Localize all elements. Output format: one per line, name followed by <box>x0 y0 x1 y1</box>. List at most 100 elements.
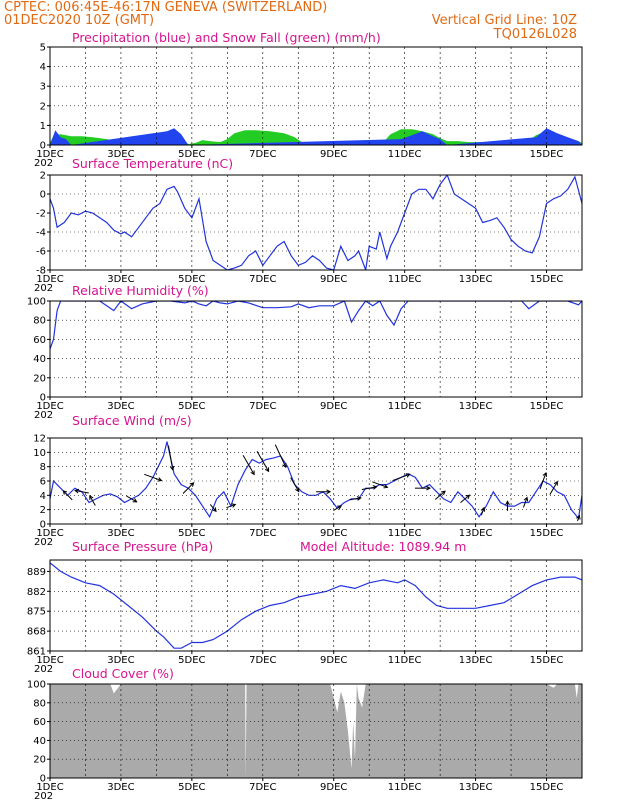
temp-xtick-label: 5DEC <box>178 274 205 285</box>
rh-xtick-label: 13DEC <box>459 401 493 412</box>
cloud-xtick-label: 7DEC <box>249 782 276 793</box>
pressure-year-stub: 202 <box>34 664 53 675</box>
wind-xtick-label: 7DEC <box>249 528 276 539</box>
wind-panel: Surface Wind (m/s) 0 2 4 6 8 10 12 1DEC 3DEC 5DEC 7… <box>33 413 583 548</box>
wind-arrow <box>144 473 162 482</box>
wind-arrow-head <box>74 488 80 494</box>
wind-xtick-label: 13DEC <box>459 528 493 539</box>
pressure-ytick-label: 875 <box>27 607 46 618</box>
temp-xtick-label: 9DEC <box>320 274 347 285</box>
cloud-ytick-label: 40 <box>33 736 46 747</box>
precip-panel: Precipitation (blue) and Snow Fall (gree… <box>34 30 583 169</box>
wind-arrow-head <box>62 490 68 495</box>
pressure-ytick-label: 889 <box>27 567 46 578</box>
pressure-title: Surface Pressure (hPa) <box>72 539 213 554</box>
wind-arrow <box>290 477 300 492</box>
location-header: CPTEC: 006:45E-46:17N GENEVA (SWITZERLAN… <box>4 0 327 15</box>
pressure-data <box>50 562 582 649</box>
cloud-ytick-label: 80 <box>33 698 46 709</box>
precip-ytick-label: 2 <box>40 101 46 112</box>
temp-ytick-label: -8 <box>36 266 46 277</box>
precip-xtick-label: 7DEC <box>249 149 276 160</box>
rh-xtick-label: 9DEC <box>320 401 347 412</box>
wind-ytick-label: 10 <box>33 448 46 459</box>
precip-ytick-label: 0 <box>40 141 46 152</box>
pressure-xtick-label: 7DEC <box>249 655 276 666</box>
wind-arrow <box>522 497 528 508</box>
wind-ytick-label: 2 <box>40 505 46 516</box>
cloud-year-stub: 202 <box>34 791 53 800</box>
temp-xtick-label: 11DEC <box>388 274 422 285</box>
cloud-xtick-label: 15DEC <box>530 782 564 793</box>
precip-year-stub: 202 <box>34 158 53 169</box>
rh-data <box>50 301 582 350</box>
wind-arrow-head <box>441 490 446 496</box>
temp-xtick-label: 7DEC <box>249 274 276 285</box>
temp-panel: Surface Temperature (nC) -8 -6 -4 -2 0 2 1DEC 3D… <box>34 156 583 294</box>
temp-xtick-label: 1DEC <box>36 274 63 285</box>
wind-arrow <box>274 444 287 468</box>
cloud-ytick-label: 60 <box>33 717 46 728</box>
precip-xtick-label: 3DEC <box>107 149 134 160</box>
rh-xtick-label: 7DEC <box>249 401 276 412</box>
wind-arrow-head <box>89 494 94 500</box>
temp-xtick-label: 15DEC <box>530 274 564 285</box>
wind-data <box>50 441 582 520</box>
surface-temperature-line <box>50 175 582 270</box>
rh-ytick-label: 80 <box>33 316 46 327</box>
wind-arrow <box>434 490 446 500</box>
cloud-xtick-label: 1DEC <box>36 782 63 793</box>
wind-arrow <box>226 503 236 509</box>
rh-frame <box>49 300 583 398</box>
precip-ytick-label: 5 <box>40 43 46 54</box>
temp-data <box>50 175 582 270</box>
rh-xtick-label: 1DEC <box>36 401 63 412</box>
temp-ytick-label: -2 <box>36 209 46 220</box>
pressure-subtitle: Model Altitude: 1089.94 m <box>300 539 466 554</box>
rh-ytick-label: 40 <box>33 354 46 365</box>
wind-xtick-label: 9DEC <box>320 528 347 539</box>
wind-xtick-label: 15DEC <box>530 528 564 539</box>
wind-arrow <box>549 481 558 495</box>
rh-grid <box>49 300 583 398</box>
run-date-header: 01DEC2020 10Z (GMT) <box>4 13 154 28</box>
temp-frame <box>49 174 583 271</box>
wind-ytick-label: 6 <box>40 477 46 488</box>
wind-arrow-head <box>250 470 255 476</box>
wind-arrow-head <box>465 494 471 500</box>
wind-ytick-label: 0 <box>40 520 46 531</box>
pressure-ytick-label: 868 <box>27 627 46 638</box>
rh-xtick-label: 3DEC <box>107 401 134 412</box>
pressure-xtick-label: 15DEC <box>530 655 564 666</box>
wind-arrow-head <box>542 471 548 477</box>
wind-grid <box>49 437 583 525</box>
rh-xtick-label: 11DEC <box>388 401 422 412</box>
wind-direction-arrows <box>62 444 581 522</box>
wind-arrow <box>349 497 361 501</box>
precip-ytick-label: 4 <box>40 62 46 73</box>
wind-arrow-head <box>576 514 581 520</box>
temp-title: Surface Temperature (nC) <box>72 156 233 171</box>
wind-arrow-head <box>189 482 195 487</box>
wind-arrow <box>74 490 89 494</box>
wind-xtick-label: 3DEC <box>107 528 134 539</box>
temp-ytick-label: 0 <box>40 190 46 201</box>
temp-ytick-label: -6 <box>36 247 46 258</box>
pressure-panel: Surface Pressure (hPa) Model Altitude: 10… <box>27 539 583 675</box>
rh-panel: Relative Humidity (%) 0 20 40 60 80 100 1DEC 3DE… <box>27 283 583 421</box>
wind-arrow <box>480 507 485 516</box>
precip-xtick-label: 15DEC <box>530 149 564 160</box>
wind-arrow-head <box>264 467 270 473</box>
grid-line-note: Vertical Grid Line: 10Z <box>432 13 577 28</box>
wind-arrow <box>460 494 470 504</box>
wind-arrow-head <box>383 484 389 489</box>
pressure-xtick-label: 13DEC <box>459 655 493 666</box>
surface-pressure-line <box>50 562 582 649</box>
pressure-xtick-label: 5DEC <box>178 655 205 666</box>
model-code: TQ0126L028 <box>493 27 577 42</box>
wind-xtick-label: 5DEC <box>178 528 205 539</box>
wind-arrow-head <box>282 463 287 469</box>
pressure-xtick-label: 9DEC <box>320 655 347 666</box>
cloud-title: Cloud Cover (%) <box>72 666 174 681</box>
temp-year-stub: 202 <box>34 283 53 294</box>
